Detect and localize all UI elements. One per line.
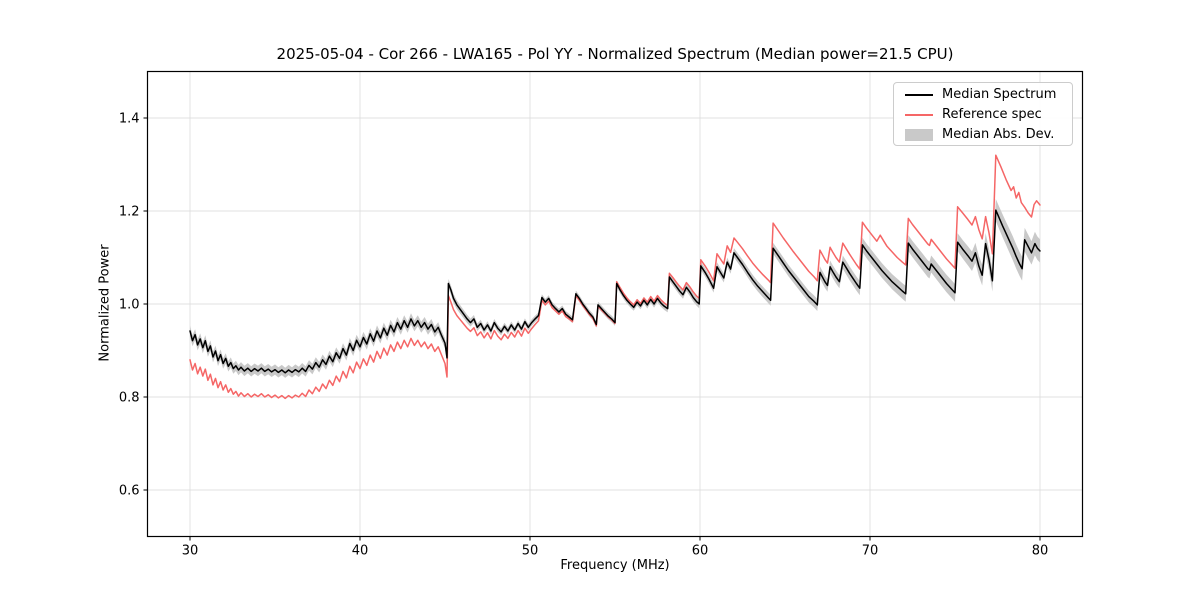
legend-label: Reference spec [942,107,1042,122]
y-tick-label: 0.8 [119,391,140,406]
legend-item-reference-spec: Reference spec [894,105,1072,125]
legend-label: Median Abs. Dev. [942,127,1055,142]
y-axis-label: Normalized Power [97,244,113,362]
median-spectrum-line-icon [905,94,933,96]
mad-band [190,199,1040,378]
x-tick-label: 40 [352,544,369,559]
y-tick-label: 1.0 [119,298,140,313]
median-spectrum-line [189,209,1041,374]
y-tick-label: 1.4 [119,112,140,127]
x-tick-label: 70 [862,544,879,559]
median-abs-dev-patch-icon [905,129,933,141]
plot-title: 2025-05-04 - Cor 266 - LWA165 - Pol YY -… [276,45,954,63]
x-tick-label: 80 [1032,544,1049,559]
y-tick-label: 0.6 [119,484,140,499]
x-axis-label: Frequency (MHz) [560,558,670,573]
legend: Median Spectrum Reference spec Median Ab… [893,82,1073,146]
legend-item-median-abs-dev: Median Abs. Dev. [894,125,1072,145]
y-tick-label: 1.2 [119,205,140,220]
x-tick-label: 50 [522,544,539,559]
legend-label: Median Spectrum [942,87,1057,102]
reference-spec-line-icon [905,114,933,116]
x-tick-label: 30 [182,544,199,559]
x-tick-label: 60 [692,544,709,559]
reference-spec-line [189,154,1041,400]
legend-item-median-spectrum: Median Spectrum [894,85,1072,105]
